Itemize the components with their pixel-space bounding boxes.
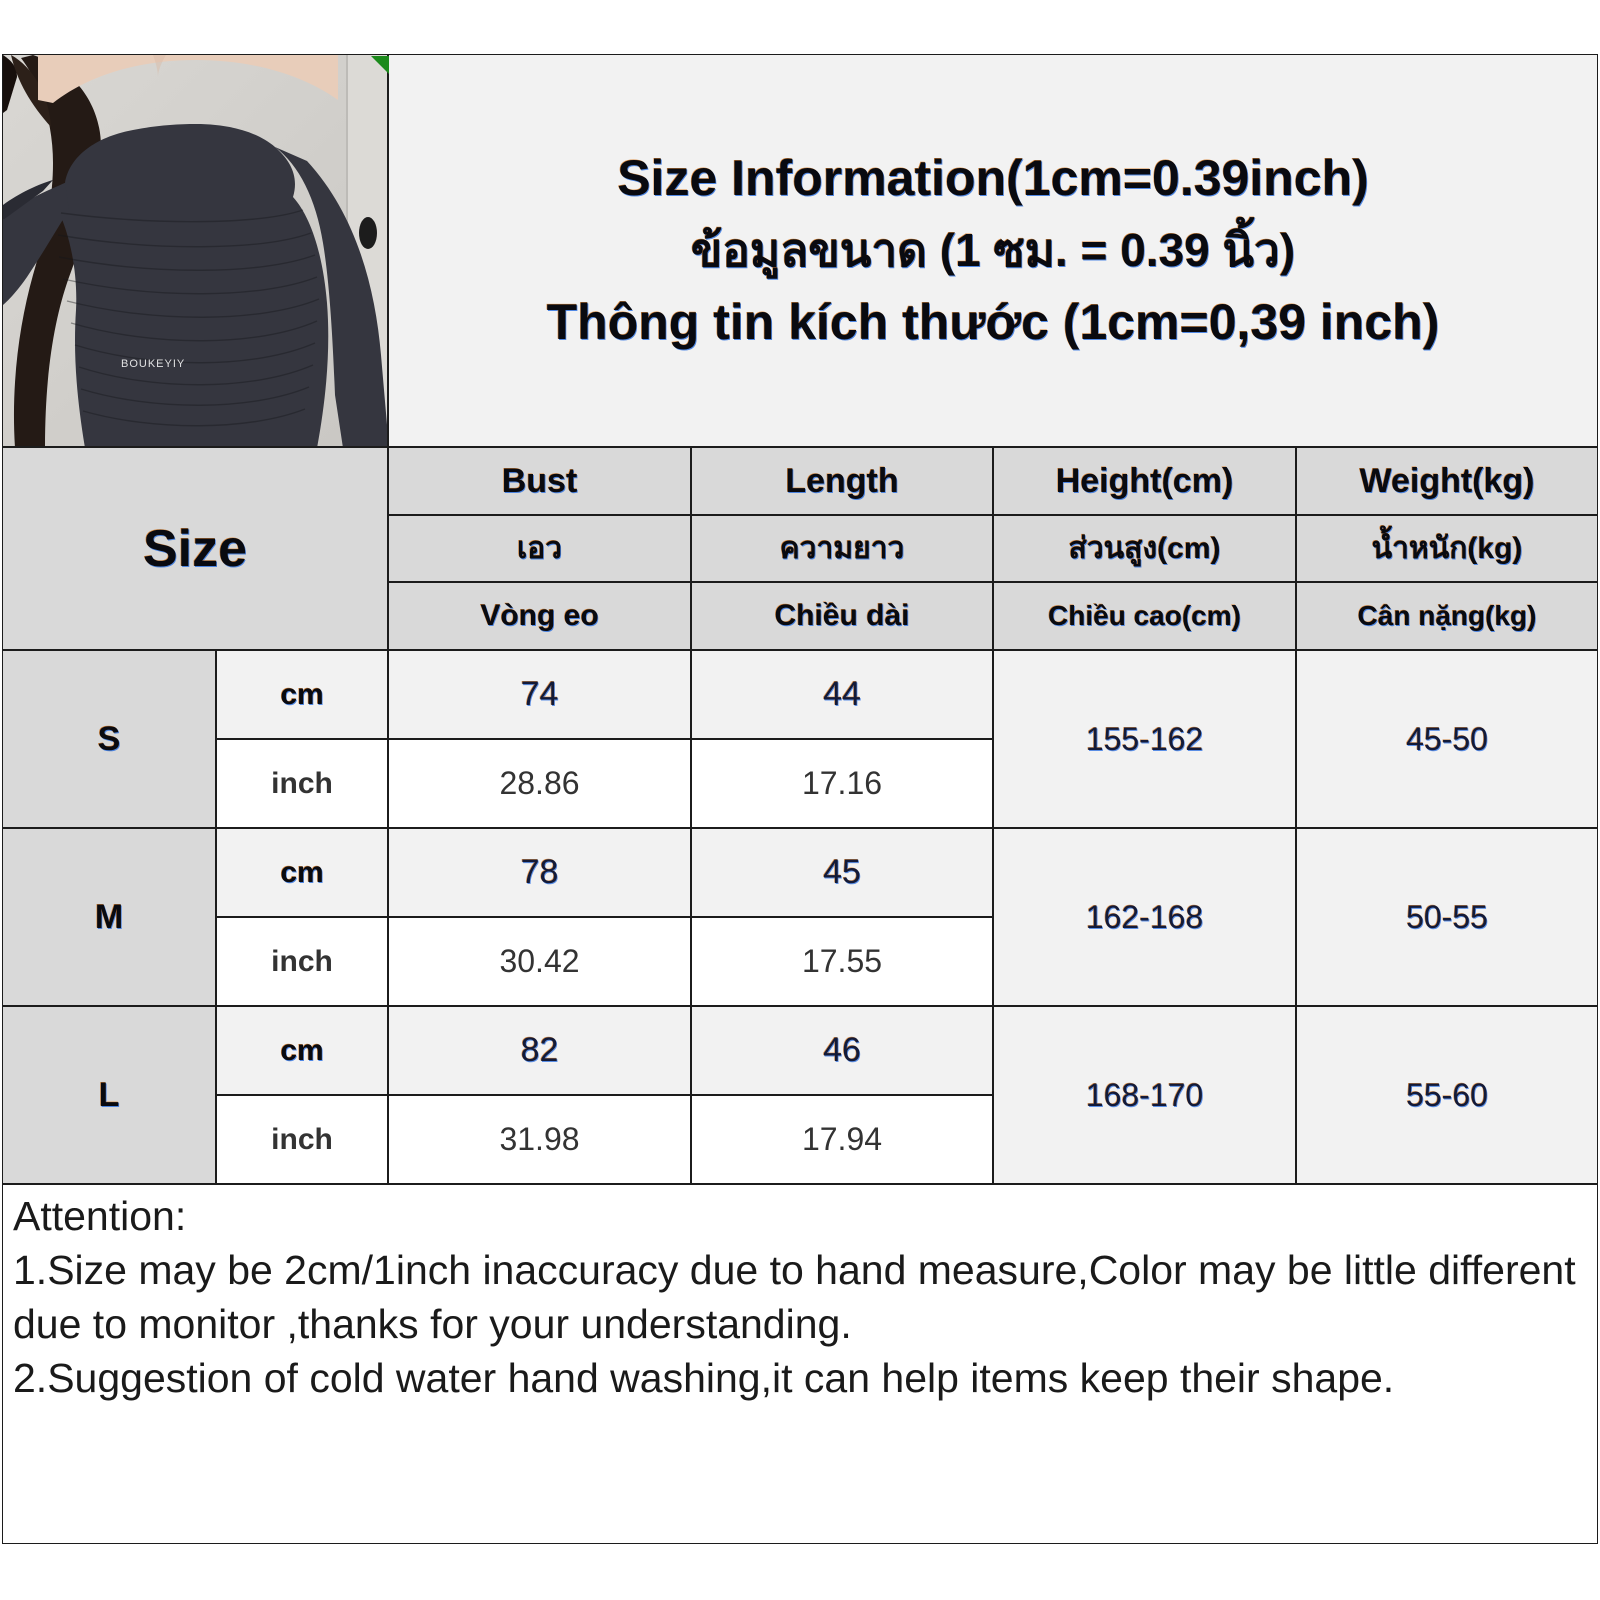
svg-text:BOUKEYIY: BOUKEYIY — [121, 358, 185, 370]
